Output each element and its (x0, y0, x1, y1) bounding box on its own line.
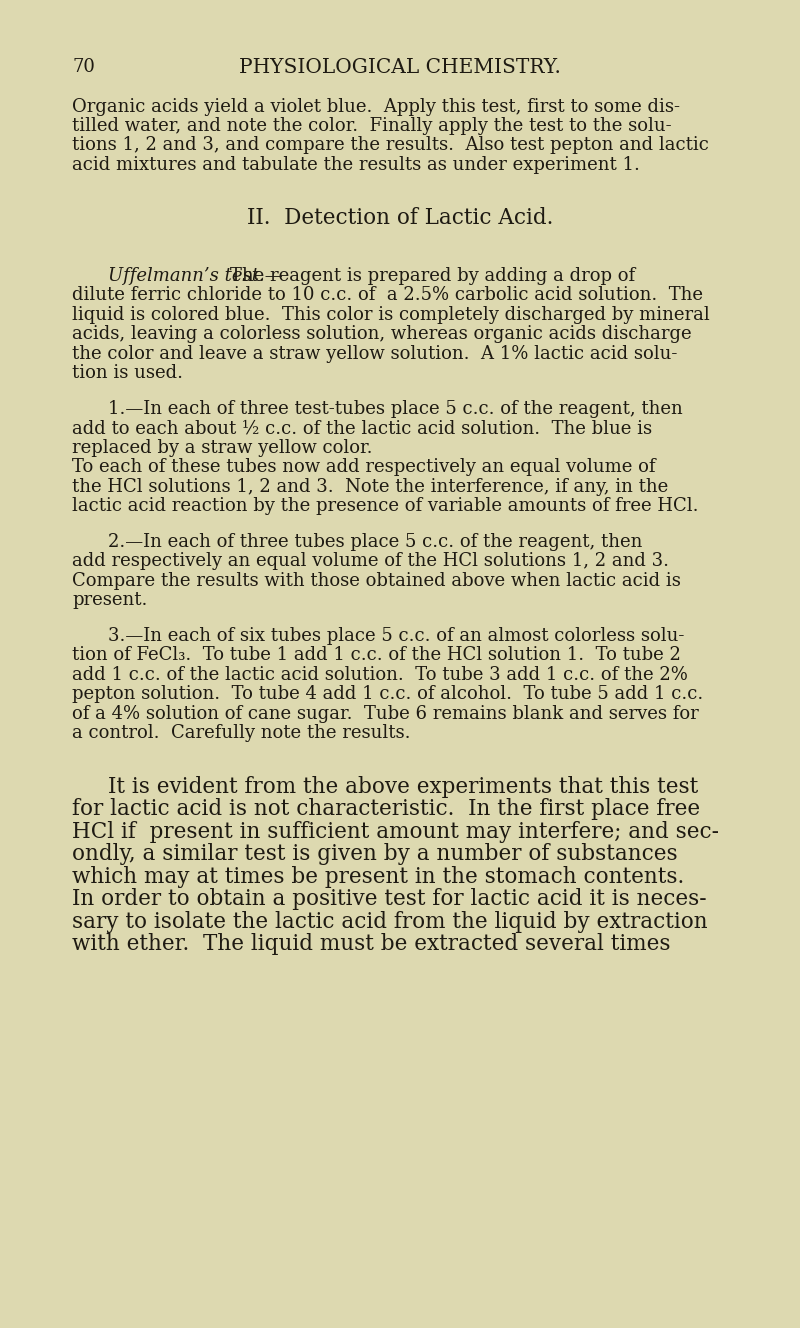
Text: sary to isolate the lactic acid from the liquid by extraction: sary to isolate the lactic acid from the… (72, 911, 708, 932)
Text: HCl if  present in sufficient amount may interfere; and sec-: HCl if present in sufficient amount may … (72, 821, 719, 843)
Text: which may at times be present in the stomach contents.: which may at times be present in the sto… (72, 866, 684, 888)
Text: acids, leaving a colorless solution, whereas organic acids discharge: acids, leaving a colorless solution, whe… (72, 325, 692, 344)
Text: 2.—In each of three tubes place 5 c.c. of the reagent, then: 2.—In each of three tubes place 5 c.c. o… (108, 533, 642, 551)
Text: tion is used.: tion is used. (72, 364, 183, 382)
Text: lactic acid reaction by the presence of variable amounts of free HCl.: lactic acid reaction by the presence of … (72, 497, 698, 515)
Text: replaced by a straw yellow color.: replaced by a straw yellow color. (72, 438, 373, 457)
Text: tilled water, and note the color.  Finally apply the test to the solu-: tilled water, and note the color. Finall… (72, 117, 672, 135)
Text: liquid is colored blue.  This color is completely discharged by mineral: liquid is colored blue. This color is co… (72, 305, 710, 324)
Text: of a 4% solution of cane sugar.  Tube 6 remains blank and serves for: of a 4% solution of cane sugar. Tube 6 r… (72, 705, 698, 722)
Text: It is evident from the above experiments that this test: It is evident from the above experiments… (108, 776, 698, 798)
Text: To each of these tubes now add respectively an equal volume of: To each of these tubes now add respectiv… (72, 458, 655, 477)
Text: the HCl solutions 1, 2 and 3.  Note the interference, if any, in the: the HCl solutions 1, 2 and 3. Note the i… (72, 478, 668, 495)
Text: for lactic acid is not characteristic.  In the first place free: for lactic acid is not characteristic. I… (72, 798, 700, 821)
Text: a control.  Carefully note the results.: a control. Carefully note the results. (72, 724, 410, 742)
Text: add respectively an equal volume of the HCl solutions 1, 2 and 3.: add respectively an equal volume of the … (72, 552, 669, 570)
Text: Compare the results with those obtained above when lactic acid is: Compare the results with those obtained … (72, 572, 681, 590)
Text: In order to obtain a positive test for lactic acid it is neces-: In order to obtain a positive test for l… (72, 888, 706, 910)
Text: pepton solution.  To tube 4 add 1 c.c. of alcohol.  To tube 5 add 1 c.c.: pepton solution. To tube 4 add 1 c.c. of… (72, 685, 703, 704)
Text: dilute ferric chloride to 10 c.c. of  a 2.5% carbolic acid solution.  The: dilute ferric chloride to 10 c.c. of a 2… (72, 287, 703, 304)
Text: 1.—In each of three test-tubes place 5 c.c. of the reagent, then: 1.—In each of three test-tubes place 5 c… (108, 400, 682, 418)
Text: II.  Detection of Lactic Acid.: II. Detection of Lactic Acid. (247, 207, 553, 230)
Text: the color and leave a straw yellow solution.  A 1% lactic acid solu-: the color and leave a straw yellow solut… (72, 345, 678, 363)
Text: Organic acids yield a violet blue.  Apply this test, first to some dis-: Organic acids yield a violet blue. Apply… (72, 97, 680, 116)
Text: PHYSIOLOGICAL CHEMISTRY.: PHYSIOLOGICAL CHEMISTRY. (239, 58, 561, 77)
Text: add 1 c.c. of the lactic acid solution.  To tube 3 add 1 c.c. of the 2%: add 1 c.c. of the lactic acid solution. … (72, 665, 688, 684)
Text: present.: present. (72, 591, 147, 610)
Text: Uffelmann’s test.—: Uffelmann’s test.— (108, 267, 282, 284)
Text: ondly, a similar test is given by a number of substances: ondly, a similar test is given by a numb… (72, 843, 678, 866)
Text: The reagent is prepared by adding a drop of: The reagent is prepared by adding a drop… (230, 267, 635, 284)
Text: add to each about ½ c.c. of the lactic acid solution.  The blue is: add to each about ½ c.c. of the lactic a… (72, 420, 652, 437)
Text: acid mixtures and tabulate the results as under experiment 1.: acid mixtures and tabulate the results a… (72, 155, 640, 174)
Text: with ether.  The liquid must be extracted several times: with ether. The liquid must be extracted… (72, 934, 670, 955)
Text: tion of FeCl₃.  To tube 1 add 1 c.c. of the HCl solution 1.  To tube 2: tion of FeCl₃. To tube 1 add 1 c.c. of t… (72, 647, 681, 664)
Text: 3.—In each of six tubes place 5 c.c. of an almost colorless solu-: 3.—In each of six tubes place 5 c.c. of … (108, 627, 684, 645)
Text: 70: 70 (72, 58, 95, 76)
Text: tions 1, 2 and 3, and compare the results.  Also test pepton and lactic: tions 1, 2 and 3, and compare the result… (72, 137, 709, 154)
